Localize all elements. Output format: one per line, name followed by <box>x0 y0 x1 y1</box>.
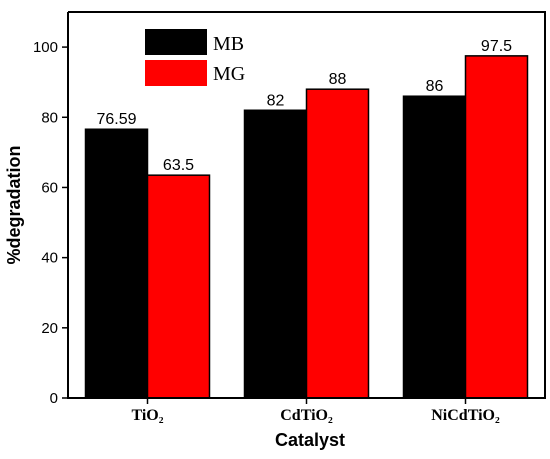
legend-swatch-mg <box>145 60 207 86</box>
y-tick-label-40: 40 <box>41 250 58 267</box>
y-axis-title: %degradation <box>4 145 24 264</box>
x-tick-label-1: CdTiO₂ <box>280 407 333 424</box>
y-tick-label-0: 0 <box>50 390 58 407</box>
data-label-mb-1: 82 <box>267 92 285 109</box>
bar-mb-1 <box>243 109 308 399</box>
y-ticks-group: 0 20 40 60 80 100 <box>33 39 68 407</box>
data-label-mg-0: 63.5 <box>163 157 194 174</box>
data-label-mg-1: 88 <box>329 71 347 88</box>
data-label-mb-0: 76.59 <box>96 111 136 128</box>
bar-mg-1 <box>305 88 370 399</box>
x-tick-label-2: NiCdTiO₂ <box>431 407 500 424</box>
bar-mb-0 <box>84 128 149 399</box>
y-tick-label-80: 80 <box>41 109 58 126</box>
plot-frame <box>67 11 546 399</box>
data-labels-group: 76.59 63.5 82 88 86 97.5 <box>96 38 512 174</box>
data-label-mb-2: 86 <box>426 78 444 95</box>
axes-group <box>67 11 546 399</box>
y-tick-label-20: 20 <box>41 320 58 337</box>
x-ticks-group: TiO₂ CdTiO₂ NiCdTiO₂ <box>131 398 500 424</box>
bar-mg-2 <box>464 55 529 399</box>
legend-label-mb: MB <box>213 33 244 55</box>
x-tick-label-0: TiO₂ <box>131 407 163 424</box>
legend: MB MG <box>145 29 245 86</box>
y-tick-label-100: 100 <box>33 39 58 56</box>
legend-swatch-mb <box>145 29 207 55</box>
bars-group <box>84 55 529 399</box>
y-tick-label-60: 60 <box>41 179 58 196</box>
legend-label-mg: MG <box>213 63 245 85</box>
x-axis-title: Catalyst <box>275 430 345 450</box>
data-label-mg-2: 97.5 <box>481 38 512 55</box>
bar-mg-0 <box>146 174 211 399</box>
bar-mb-2 <box>402 95 467 399</box>
